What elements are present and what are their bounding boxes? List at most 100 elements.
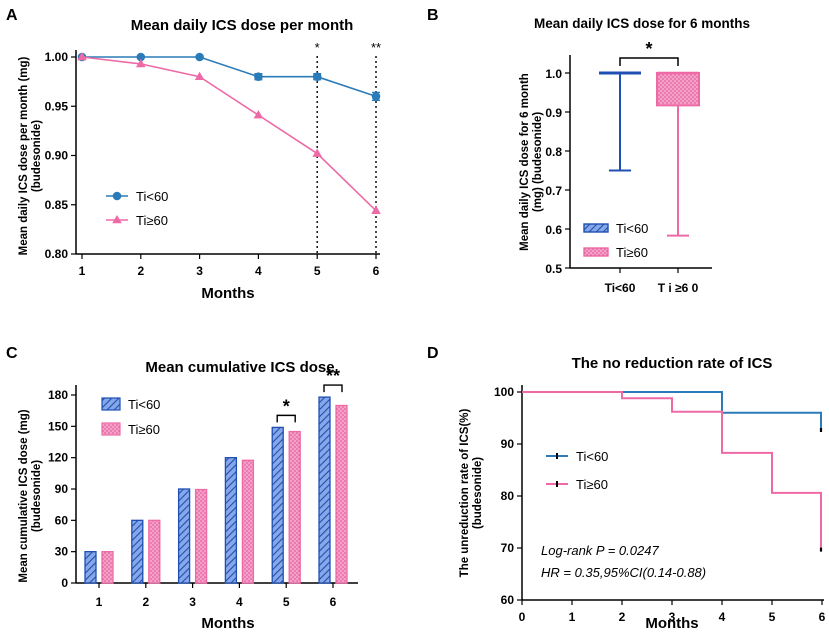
chart-a-y-tick-label: 0.95	[45, 99, 69, 113]
chart-d: 60 70 80 90 100 0 1 2 3 4 5 6 Ti<60 Ti≥60	[494, 385, 826, 624]
chart-c-bar	[84, 551, 97, 584]
chart-d-survival-curve	[522, 391, 822, 494]
chart-b: 0.5 0.6 0.7 0.8 0.9 1.0 Ti<60 T i ≥6 0 * Ti<60 Ti≥…	[545, 39, 712, 295]
chart-c-bar	[101, 551, 114, 584]
chart-c-ylabel-2: (budesonide)	[31, 460, 43, 532]
chart-c-x-tick-label: 2	[142, 595, 149, 609]
chart-b-legend-swatch	[583, 223, 609, 233]
chart-b-title: Mean daily ICS dose for 6 months	[534, 16, 750, 31]
chart-c-y-tick-label: 150	[48, 419, 68, 433]
chart-d-y-tick-label: 90	[501, 437, 515, 451]
chart-d-x-tick-label: 5	[769, 610, 776, 624]
chart-a-x-tick-label: 6	[373, 264, 380, 278]
chart-d-y-tick-label: 60	[501, 593, 515, 607]
chart-d-x-tick-label: 0	[519, 610, 526, 624]
chart-d-xlabel: Months	[645, 615, 698, 632]
chart-c-significance-marker: **	[326, 366, 340, 386]
chart-a-x-tick-label: 1	[79, 264, 86, 278]
chart-b-x-tick-label: Ti<60	[605, 281, 636, 295]
chart-c-y-tick-label: 120	[48, 451, 68, 465]
panel-label-a: A	[6, 7, 18, 24]
chart-c-x-tick-label: 4	[236, 595, 243, 609]
chart-a-significance-marker: **	[371, 40, 381, 55]
chart-a-legend-label: Ti≥60	[136, 213, 168, 228]
chart-d-x-tick-label: 3	[669, 610, 676, 624]
chart-d-x-tick-label: 2	[619, 610, 626, 624]
chart-a-ylabel-2: (budesonide)	[31, 120, 43, 192]
chart-a-title: Mean daily ICS dose per month	[131, 17, 354, 34]
chart-a-ylabel: Mean daily ICS dose per month (mg)	[18, 56, 30, 255]
chart-d-legend-label: Ti<60	[576, 449, 608, 464]
chart-a-point	[254, 72, 263, 81]
chart-c-title: Mean cumulative ICS dose	[145, 359, 334, 376]
chart-a-point	[253, 110, 264, 119]
chart-c-legend-label: Ti≥60	[128, 422, 160, 437]
chart-c-bar	[318, 396, 331, 584]
chart-c-legend-swatch	[101, 397, 121, 411]
chart-c-y-tick-label: 180	[48, 388, 68, 402]
chart-b-legend-swatch	[583, 247, 609, 257]
panel-label-c: C	[6, 345, 18, 362]
chart-b-y-tick-label: 0.9	[545, 106, 562, 120]
chart-b-y-tick-label: 1.0	[545, 67, 562, 81]
chart-a-point	[195, 52, 204, 62]
chart-b-ylabel-2: (mg) (budesonide)	[532, 112, 544, 212]
chart-b-legend-label: Ti<60	[616, 221, 648, 236]
chart-c-bar	[288, 430, 301, 584]
chart-a-x-tick-label: 3	[196, 264, 203, 278]
panel-label-d: D	[427, 345, 439, 362]
chart-a-point	[136, 58, 146, 68]
chart-a-legend-marker	[112, 191, 122, 201]
panel-label-b: B	[427, 7, 439, 24]
chart-c-x-tick-label: 6	[330, 595, 337, 609]
chart-c-significance-bracket	[323, 384, 343, 393]
chart-b-legend-label: Ti≥60	[616, 245, 648, 260]
chart-b-box	[656, 72, 700, 107]
chart-c-y-tick-label: 0	[61, 576, 68, 590]
chart-a-y-tick-label: 0.85	[45, 198, 69, 212]
chart-a-series-line	[82, 56, 377, 98]
chart-a-x-tick-label: 2	[137, 264, 144, 278]
chart-d-y-tick-label: 70	[501, 541, 515, 555]
chart-c-legend-label: Ti<60	[128, 397, 160, 412]
chart-a-x-tick-label: 5	[314, 264, 321, 278]
chart-a-x-tick-label: 4	[255, 264, 262, 278]
chart-d-x-tick-label: 1	[569, 610, 576, 624]
chart-c-bar	[335, 404, 348, 584]
chart-a-point	[312, 148, 322, 157]
chart-c-legend-swatch	[101, 422, 121, 436]
chart-a-y-tick-label: 0.90	[45, 149, 69, 163]
chart-a-xlabel: Months	[201, 285, 254, 302]
chart-a-point	[194, 71, 205, 80]
chart-a-point	[77, 52, 87, 61]
chart-a-y-tick-label: 0.80	[45, 247, 69, 261]
chart-b-ylabel: Mean daily ICS dose for 6 month	[519, 73, 531, 251]
chart-c-x-tick-label: 1	[96, 595, 103, 609]
chart-b-significance-bracket	[619, 57, 679, 66]
chart-b-y-tick-label: 0.7	[545, 184, 562, 198]
chart-a-point	[371, 205, 381, 214]
chart-c-bar	[224, 457, 238, 584]
chart-d-legend-label: Ti≥60	[576, 477, 608, 492]
chart-d-x-tick-label: 4	[719, 610, 726, 624]
chart-a-series-line	[81, 56, 377, 212]
chart-d-x-tick-label: 6	[819, 610, 826, 624]
chart-c-bar	[241, 459, 255, 584]
chart-c-ylabel: Mean cumulative ICS dose (mg)	[18, 409, 30, 582]
chart-c-bar	[177, 488, 191, 584]
chart-d-ylabel: The unreduction rate of ICS(%)	[459, 408, 471, 577]
chart-b-box	[599, 71, 641, 75]
chart-a-point	[371, 92, 381, 101]
chart-a-legend-marker	[112, 215, 122, 224]
chart-d-title: The no reduction rate of ICS	[572, 355, 773, 372]
chart-a-y-tick-label: 1.00	[45, 50, 69, 64]
chart-c-x-tick-label: 5	[283, 595, 290, 609]
chart-b-y-tick-label: 0.6	[545, 223, 562, 237]
chart-c-y-tick-label: 30	[55, 545, 69, 559]
chart-a-point	[312, 72, 322, 81]
chart-b-y-tick-label: 0.5	[545, 262, 562, 276]
chart-c-y-tick-label: 90	[55, 482, 69, 496]
